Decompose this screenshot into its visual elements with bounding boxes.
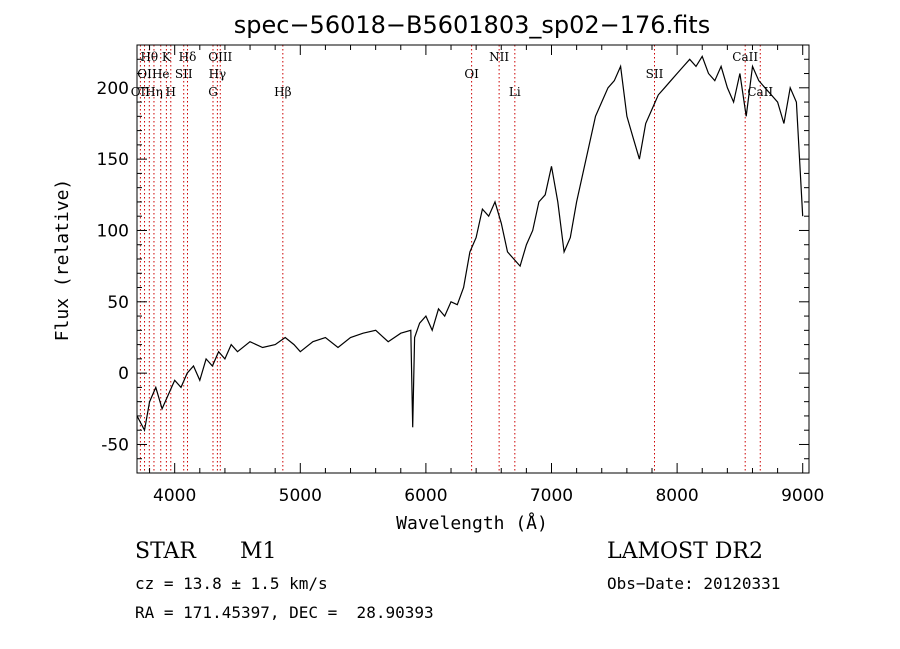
x-tick-label: 5000 xyxy=(279,486,322,506)
spectral-line-label: Hη xyxy=(145,85,163,99)
x-tick-label: 4000 xyxy=(153,486,196,506)
spectral-line-label: Hβ xyxy=(274,85,291,99)
spectral-line-label: CaII xyxy=(747,85,773,99)
x-tick-label: 8000 xyxy=(655,486,698,506)
y-tick-label: -50 xyxy=(101,435,129,455)
x-tick-label: 7000 xyxy=(530,486,573,506)
spectral-line-label: OI xyxy=(137,67,152,81)
redshift-cz: cz = 13.8 ± 1.5 km/s xyxy=(135,574,328,593)
y-tick-label: 200 xyxy=(97,79,129,99)
spectral-line-label: K xyxy=(162,50,172,64)
observation-date: Obs−Date: 20120331 xyxy=(607,574,781,593)
object-subclass: M1 xyxy=(240,539,277,564)
spectral-line-label: SII xyxy=(646,67,664,81)
spectral-line-label: Hδ xyxy=(179,50,197,64)
y-tick-label: 100 xyxy=(97,221,129,241)
y-axis-ticks: -50 0 50 100 150 200 xyxy=(97,58,809,460)
y-axis-label: Flux (relative) xyxy=(52,179,73,342)
spectral-line-label: OIII xyxy=(208,50,232,64)
spectral-line-label: Hθ xyxy=(140,50,158,64)
y-tick-label: 0 xyxy=(118,364,129,384)
spectral-line-label: He xyxy=(152,67,170,81)
y-tick-label: 50 xyxy=(107,293,129,313)
x-axis-label: Wavelength (Å) xyxy=(396,512,548,534)
spectrum-series-line xyxy=(136,55,804,433)
chart-title: spec−56018−B5601803_sp02−176.fits xyxy=(234,11,710,39)
spectral-line-label: H xyxy=(166,85,176,99)
spectral-line-label: G xyxy=(208,85,218,99)
spectral-line-label: Hγ xyxy=(209,67,227,81)
survey-name: LAMOST DR2 xyxy=(607,539,763,564)
x-tick-label: 6000 xyxy=(404,486,447,506)
x-axis-ticks: 4000 5000 6000 7000 8000 9000 xyxy=(149,45,824,506)
coordinates: RA = 171.45397, DEC = 28.90393 xyxy=(135,603,434,622)
y-tick-label: 150 xyxy=(97,150,129,170)
object-class: STAR xyxy=(135,539,196,564)
x-tick-label: 9000 xyxy=(781,486,824,506)
plot-frame xyxy=(136,44,810,474)
spectral-line-label: CaII xyxy=(732,50,758,64)
spectral-line-label: OI xyxy=(464,67,479,81)
spectral-line-label: Li xyxy=(509,85,521,99)
spectral-line-label: SII xyxy=(175,67,193,81)
spectral-line-markers xyxy=(139,45,761,473)
spectral-line-label: NII xyxy=(489,50,509,64)
spectral-line-label: OII xyxy=(131,85,151,99)
